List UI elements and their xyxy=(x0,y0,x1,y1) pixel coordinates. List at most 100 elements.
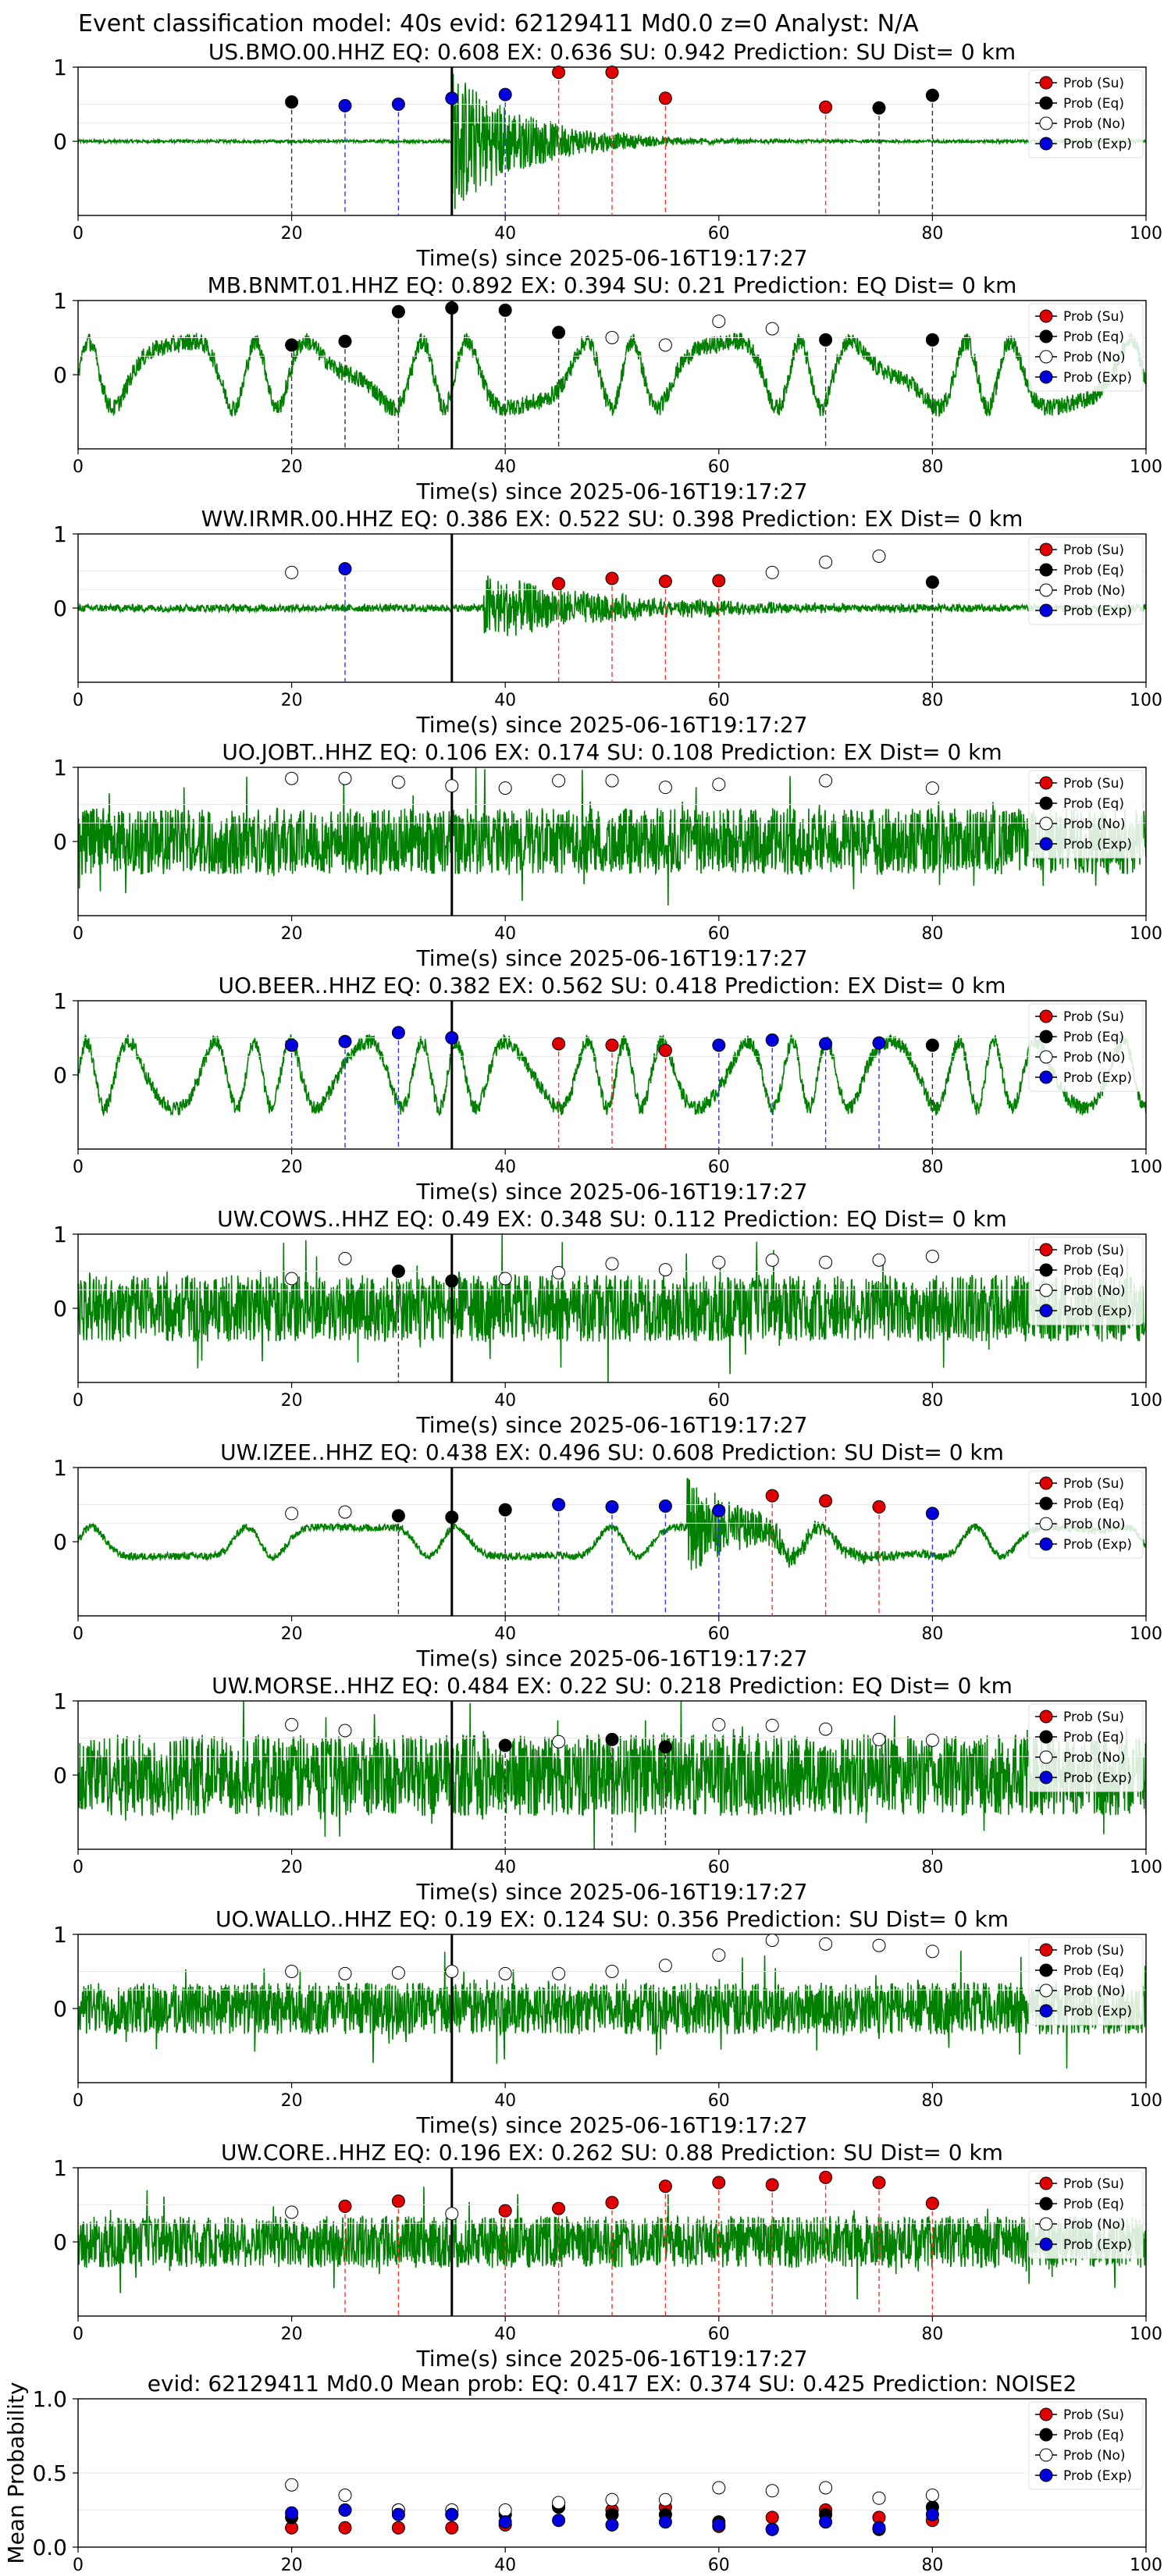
panel-6: 0 20 40 60 80 100 1 0 UW.COWS..HHZ EQ: 0.49 EX: … xyxy=(53,1206,1162,1438)
legend-label: Prob (Su) xyxy=(1063,309,1124,325)
x-tick-label: 60 xyxy=(708,1858,730,1877)
panel-title: UO.WALLO..HHZ EQ: 0.19 EX: 0.124 SU: 0.3… xyxy=(215,1906,1009,1932)
prob-point-su xyxy=(552,1037,566,1051)
prob-point-no xyxy=(285,1272,299,1286)
prob-point-no xyxy=(391,1966,405,1980)
prob-point-no xyxy=(765,565,779,579)
prob-point-no xyxy=(872,1938,886,1952)
legend-marker-exp xyxy=(1039,370,1053,384)
prob-point-no xyxy=(872,550,886,563)
legend-label: Prob (Su) xyxy=(1063,2176,1124,2192)
panel-title: UW.MORSE..HHZ EQ: 0.484 EX: 0.22 SU: 0.2… xyxy=(212,1673,1013,1699)
legend-marker-no xyxy=(1039,1283,1053,1297)
x-tick-label: 100 xyxy=(1130,2556,1162,2575)
prob-point-no xyxy=(658,1263,672,1277)
legend-marker-eq xyxy=(1039,1496,1053,1510)
legend-marker-exp xyxy=(1039,137,1053,151)
legend-box xyxy=(1028,69,1144,158)
legend-box xyxy=(1028,770,1144,859)
waveform-line xyxy=(78,1950,1146,2069)
legend-label: Prob (Eq) xyxy=(1063,329,1124,345)
legend-label: Prob (No) xyxy=(1063,1750,1126,1766)
legend-label: Prob (Su) xyxy=(1063,1943,1124,1959)
x-tick-label: 0 xyxy=(73,2091,84,2111)
x-tick-label: 20 xyxy=(281,691,303,710)
prob-point-no xyxy=(605,331,619,344)
prob-point-no xyxy=(338,1505,352,1519)
x-tick-label: 60 xyxy=(708,2091,730,2111)
y-tick-label: 0 xyxy=(53,1996,67,2022)
prob-point-su xyxy=(605,1038,619,1052)
waveform-group xyxy=(78,1234,1146,1382)
prob-point-no xyxy=(605,774,619,788)
legend-label: Prob (Exp) xyxy=(1063,370,1132,386)
prob-point-eq xyxy=(552,326,566,340)
mean-point-exp xyxy=(552,2514,566,2528)
x-tick-label: 0 xyxy=(73,1391,84,1411)
prob-point-no xyxy=(445,779,459,793)
x-tick-label: 60 xyxy=(708,1391,730,1411)
legend-marker-exp xyxy=(1039,1304,1053,1318)
legend-marker-su xyxy=(1039,543,1053,557)
mean-point-su xyxy=(445,2521,459,2535)
prob-point-su xyxy=(552,2201,566,2215)
prob-point-su xyxy=(819,1494,833,1508)
y-tick-label: 0 xyxy=(53,362,67,388)
legend-marker-su xyxy=(1039,1243,1053,1257)
prob-point-eq xyxy=(445,301,459,315)
prob-point-eq xyxy=(391,304,405,318)
y-axis-label: Mean Probability xyxy=(3,2382,29,2564)
legend-box xyxy=(1028,1003,1144,1092)
x-tick-label: 60 xyxy=(708,924,730,944)
legend-marker-su xyxy=(1039,1009,1053,1023)
mean-point-no xyxy=(498,2503,512,2517)
legend-marker-su xyxy=(1039,2407,1053,2421)
y-tick-label: 0 xyxy=(53,1296,67,1322)
panel-9: 0 20 40 60 80 100 1 0 UO.WALLO..HHZ EQ: 0.19 EX:… xyxy=(53,1906,1162,2138)
prob-point-no xyxy=(819,1937,833,1951)
x-axis-label: Time(s) since 2025-06-16T19:17:27 xyxy=(415,1879,807,1905)
mean-point-exp xyxy=(765,2522,779,2536)
legend-marker-eq xyxy=(1039,563,1053,577)
prob-point-no xyxy=(285,2205,299,2219)
legend-label: Prob (Eq) xyxy=(1063,563,1124,578)
legend-marker-exp xyxy=(1039,1770,1053,1784)
legend-label: Prob (No) xyxy=(1063,1050,1126,1066)
x-axis-label: Time(s) since 2025-06-16T19:17:27 xyxy=(415,945,807,971)
panel-10: 0 20 40 60 80 100 1 0 UW.CORE..HHZ EQ: 0.196 EX:… xyxy=(53,2140,1162,2371)
prob-point-su xyxy=(552,577,566,591)
x-tick-label: 60 xyxy=(708,224,730,244)
prob-point-eq xyxy=(498,1738,512,1752)
x-tick-label: 80 xyxy=(921,224,943,244)
x-axis-label: Time(s) since 2025-06-16T19:17:27 xyxy=(415,245,807,271)
prob-point-su xyxy=(658,2179,672,2194)
x-tick-label: 60 xyxy=(708,1624,730,1644)
legend-marker-eq xyxy=(1039,329,1053,343)
x-axis-label: Time(s) since 2025-06-16T19:17:27 xyxy=(415,479,807,504)
mean-point-no xyxy=(552,2496,566,2510)
prob-point-no xyxy=(285,1965,299,1978)
waveform-group xyxy=(78,767,1146,906)
prob-point-exp xyxy=(391,1026,405,1040)
mean-point-exp xyxy=(605,2518,619,2532)
prob-point-no xyxy=(605,1965,619,1978)
legend-marker-no xyxy=(1039,116,1053,130)
legend-marker-exp xyxy=(1039,2237,1053,2251)
prob-point-exp xyxy=(285,1038,299,1052)
mean-point-exp xyxy=(391,2507,405,2521)
prob-point-su xyxy=(712,574,726,588)
x-tick-label: 20 xyxy=(281,2325,303,2344)
legend-marker-no xyxy=(1039,350,1053,364)
x-tick-label: 60 xyxy=(708,2325,730,2344)
x-tick-label: 80 xyxy=(921,2556,943,2575)
prob-point-no xyxy=(338,1251,352,1265)
legend-box xyxy=(1028,1470,1144,1559)
mean-point-exp xyxy=(712,2518,726,2532)
y-tick-label: 1 xyxy=(53,1688,67,1714)
prob-point-exp xyxy=(819,1037,833,1051)
x-tick-label: 20 xyxy=(281,224,303,244)
prob-point-no xyxy=(338,771,352,785)
prob-point-exp xyxy=(712,1038,726,1052)
x-tick-label: 100 xyxy=(1130,457,1162,477)
x-tick-label: 40 xyxy=(494,2556,516,2575)
